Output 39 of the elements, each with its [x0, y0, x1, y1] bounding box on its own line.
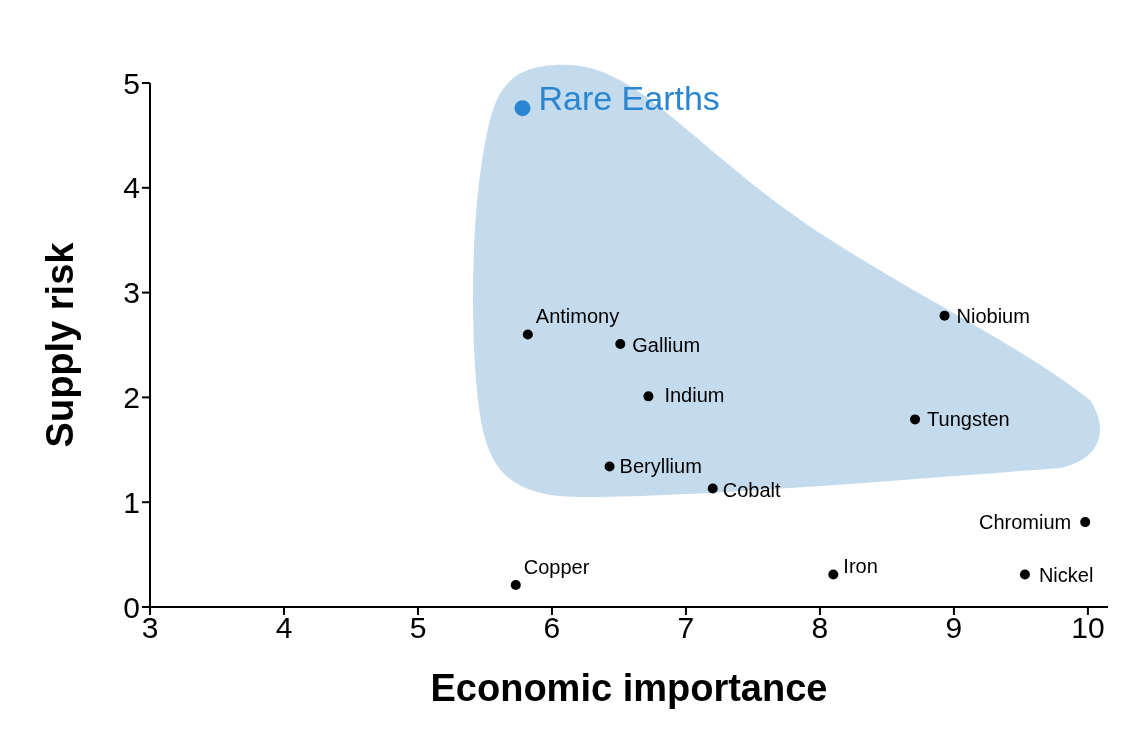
series-label: Beryllium: [619, 454, 702, 477]
y-tick-label: 1: [123, 485, 140, 519]
y-tick-label: 2: [123, 381, 140, 415]
series-label: Copper: [523, 555, 590, 578]
x-tick-label: 10: [1071, 611, 1105, 645]
point: [910, 414, 921, 425]
series-label: Niobium: [956, 304, 1030, 327]
point: [615, 338, 626, 349]
y-tick-label: 5: [123, 66, 140, 100]
x-tick-label: 5: [409, 611, 427, 645]
series-label: Antimony: [535, 304, 620, 327]
point: [1080, 517, 1091, 528]
series-label: Cobalt: [722, 478, 781, 501]
series-label: Iron: [843, 554, 878, 577]
point: [828, 569, 839, 580]
series-label: Nickel: [1038, 563, 1094, 586]
point: [643, 391, 654, 402]
x-axis-title: Economic importance: [430, 667, 828, 709]
y-tick-label: 0: [123, 590, 140, 624]
y-axis-title: Supply risk: [39, 241, 82, 448]
x-tick-label: 9: [945, 611, 963, 645]
point: [514, 100, 531, 117]
point: [939, 310, 950, 321]
point: [604, 461, 615, 472]
x-tick-label: 7: [677, 611, 695, 645]
point: [707, 483, 718, 494]
x-tick-label: 6: [543, 611, 561, 645]
point: [510, 579, 521, 590]
y-tick-label: 4: [123, 171, 140, 205]
series-label: Chromium: [978, 511, 1072, 534]
series-label: Tungsten: [927, 408, 1010, 431]
series-label: Gallium: [632, 333, 701, 356]
point: [1019, 569, 1030, 580]
series-label: Indium: [664, 384, 725, 407]
x-tick-label: 4: [275, 611, 293, 645]
y-tick-label: 3: [123, 276, 140, 310]
x-tick-label: 8: [811, 611, 829, 645]
series-label: Rare Earths: [538, 79, 720, 118]
point: [522, 329, 533, 340]
